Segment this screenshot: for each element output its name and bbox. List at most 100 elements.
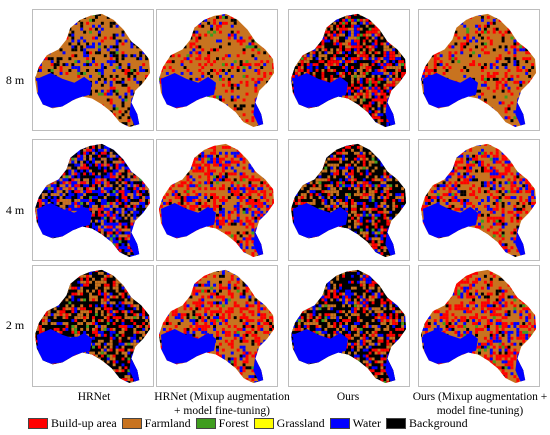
map-pixel	[89, 98, 93, 102]
map-pixel	[230, 151, 234, 155]
map-pixel	[124, 258, 127, 260]
map-pixel	[356, 57, 360, 61]
map-pixel	[218, 45, 222, 49]
map-pixel	[318, 33, 322, 37]
map-pixel	[245, 80, 249, 84]
map-pixel	[127, 234, 131, 238]
map-pixel	[148, 199, 151, 202]
map-pixel	[63, 140, 66, 143]
map-pixel	[139, 237, 143, 241]
map-pixel	[513, 125, 517, 128]
map-pixel	[124, 201, 128, 205]
map-pixel	[53, 249, 57, 253]
map-pixel	[127, 213, 131, 217]
map-pixel	[480, 107, 484, 111]
map-pixel	[463, 101, 467, 105]
map-pixel	[380, 57, 384, 61]
map-pixel	[142, 213, 146, 217]
map-pixel	[374, 27, 378, 31]
map-pixel	[100, 66, 104, 70]
map-pixel	[318, 21, 322, 25]
map-pixel	[130, 216, 134, 220]
map-pixel	[383, 42, 387, 46]
map-pixel	[103, 113, 107, 117]
map-pixel	[236, 163, 240, 167]
map-pixel	[92, 10, 95, 13]
map-pixel	[433, 27, 437, 31]
map-pixel	[290, 21, 292, 25]
map-pixel	[213, 10, 216, 13]
map-pixel	[92, 252, 95, 256]
map-pixel	[158, 89, 160, 93]
map-pixel	[312, 116, 316, 120]
map-pixel	[365, 63, 369, 67]
map-pixel	[189, 51, 193, 55]
map-pixel	[251, 154, 255, 158]
map-pixel	[350, 57, 354, 61]
map-pixel	[74, 169, 78, 173]
map-pixel	[97, 196, 101, 200]
map-pixel	[342, 74, 346, 78]
map-pixel	[41, 199, 45, 202]
map-pixel	[106, 243, 110, 247]
map-pixel	[480, 36, 484, 40]
map-pixel	[309, 66, 313, 70]
map-pixel	[348, 42, 351, 46]
map-pixel	[269, 77, 273, 81]
map-pixel	[106, 210, 110, 214]
map-pixel	[130, 71, 134, 75]
map-pixel	[171, 157, 175, 161]
map-pixel	[407, 63, 409, 66]
map-pixels	[34, 140, 151, 260]
map-pixel	[254, 83, 258, 87]
map-pixel	[407, 19, 409, 22]
map-pixel	[537, 54, 539, 57]
map-pixel	[492, 77, 496, 81]
map-pixel	[109, 21, 113, 25]
map-pixel	[80, 246, 84, 250]
map-pixel	[127, 193, 131, 197]
map-pixel	[127, 143, 131, 146]
map-pixel	[290, 51, 292, 55]
map-pixel	[510, 24, 514, 28]
map-pixel	[127, 157, 131, 161]
map-pixel	[106, 175, 110, 179]
map-pixel	[35, 190, 39, 194]
map-pixel	[213, 145, 217, 149]
map-pixel	[65, 160, 69, 164]
map-pixel	[198, 151, 202, 155]
map-pixel	[142, 69, 146, 72]
map-pixel	[121, 199, 125, 202]
map-pixel	[266, 119, 270, 123]
map-pixel	[294, 119, 298, 123]
map-pixel	[100, 89, 104, 93]
map-pixel	[195, 128, 198, 130]
map-pixel	[130, 54, 134, 58]
map-pixel	[309, 48, 313, 52]
map-pixel	[38, 172, 42, 176]
map-pixel	[478, 122, 481, 126]
map-pixel	[118, 66, 122, 70]
map-pixel	[71, 33, 75, 37]
map-pixel	[74, 116, 78, 120]
map-pixel	[407, 34, 409, 37]
map-pixel	[44, 27, 48, 31]
map-pixel	[377, 54, 381, 58]
row-label-2m: 2 m	[5, 318, 25, 332]
map-pixel	[266, 80, 270, 84]
map-pixel	[380, 122, 384, 126]
map-pixel	[124, 95, 128, 99]
map-pixel	[103, 216, 107, 220]
map-pixel	[218, 95, 222, 99]
map-pixel	[142, 169, 146, 173]
map-pixel	[407, 42, 409, 45]
map-pixel	[139, 166, 143, 170]
map-pixel	[272, 63, 275, 67]
map-pixel	[318, 54, 322, 58]
map-pixel	[294, 21, 298, 25]
map-pixel	[359, 33, 363, 37]
map-pixel	[65, 193, 69, 197]
map-pixel	[290, 122, 292, 126]
map-pixel	[115, 107, 119, 111]
map-pixel	[433, 60, 437, 64]
